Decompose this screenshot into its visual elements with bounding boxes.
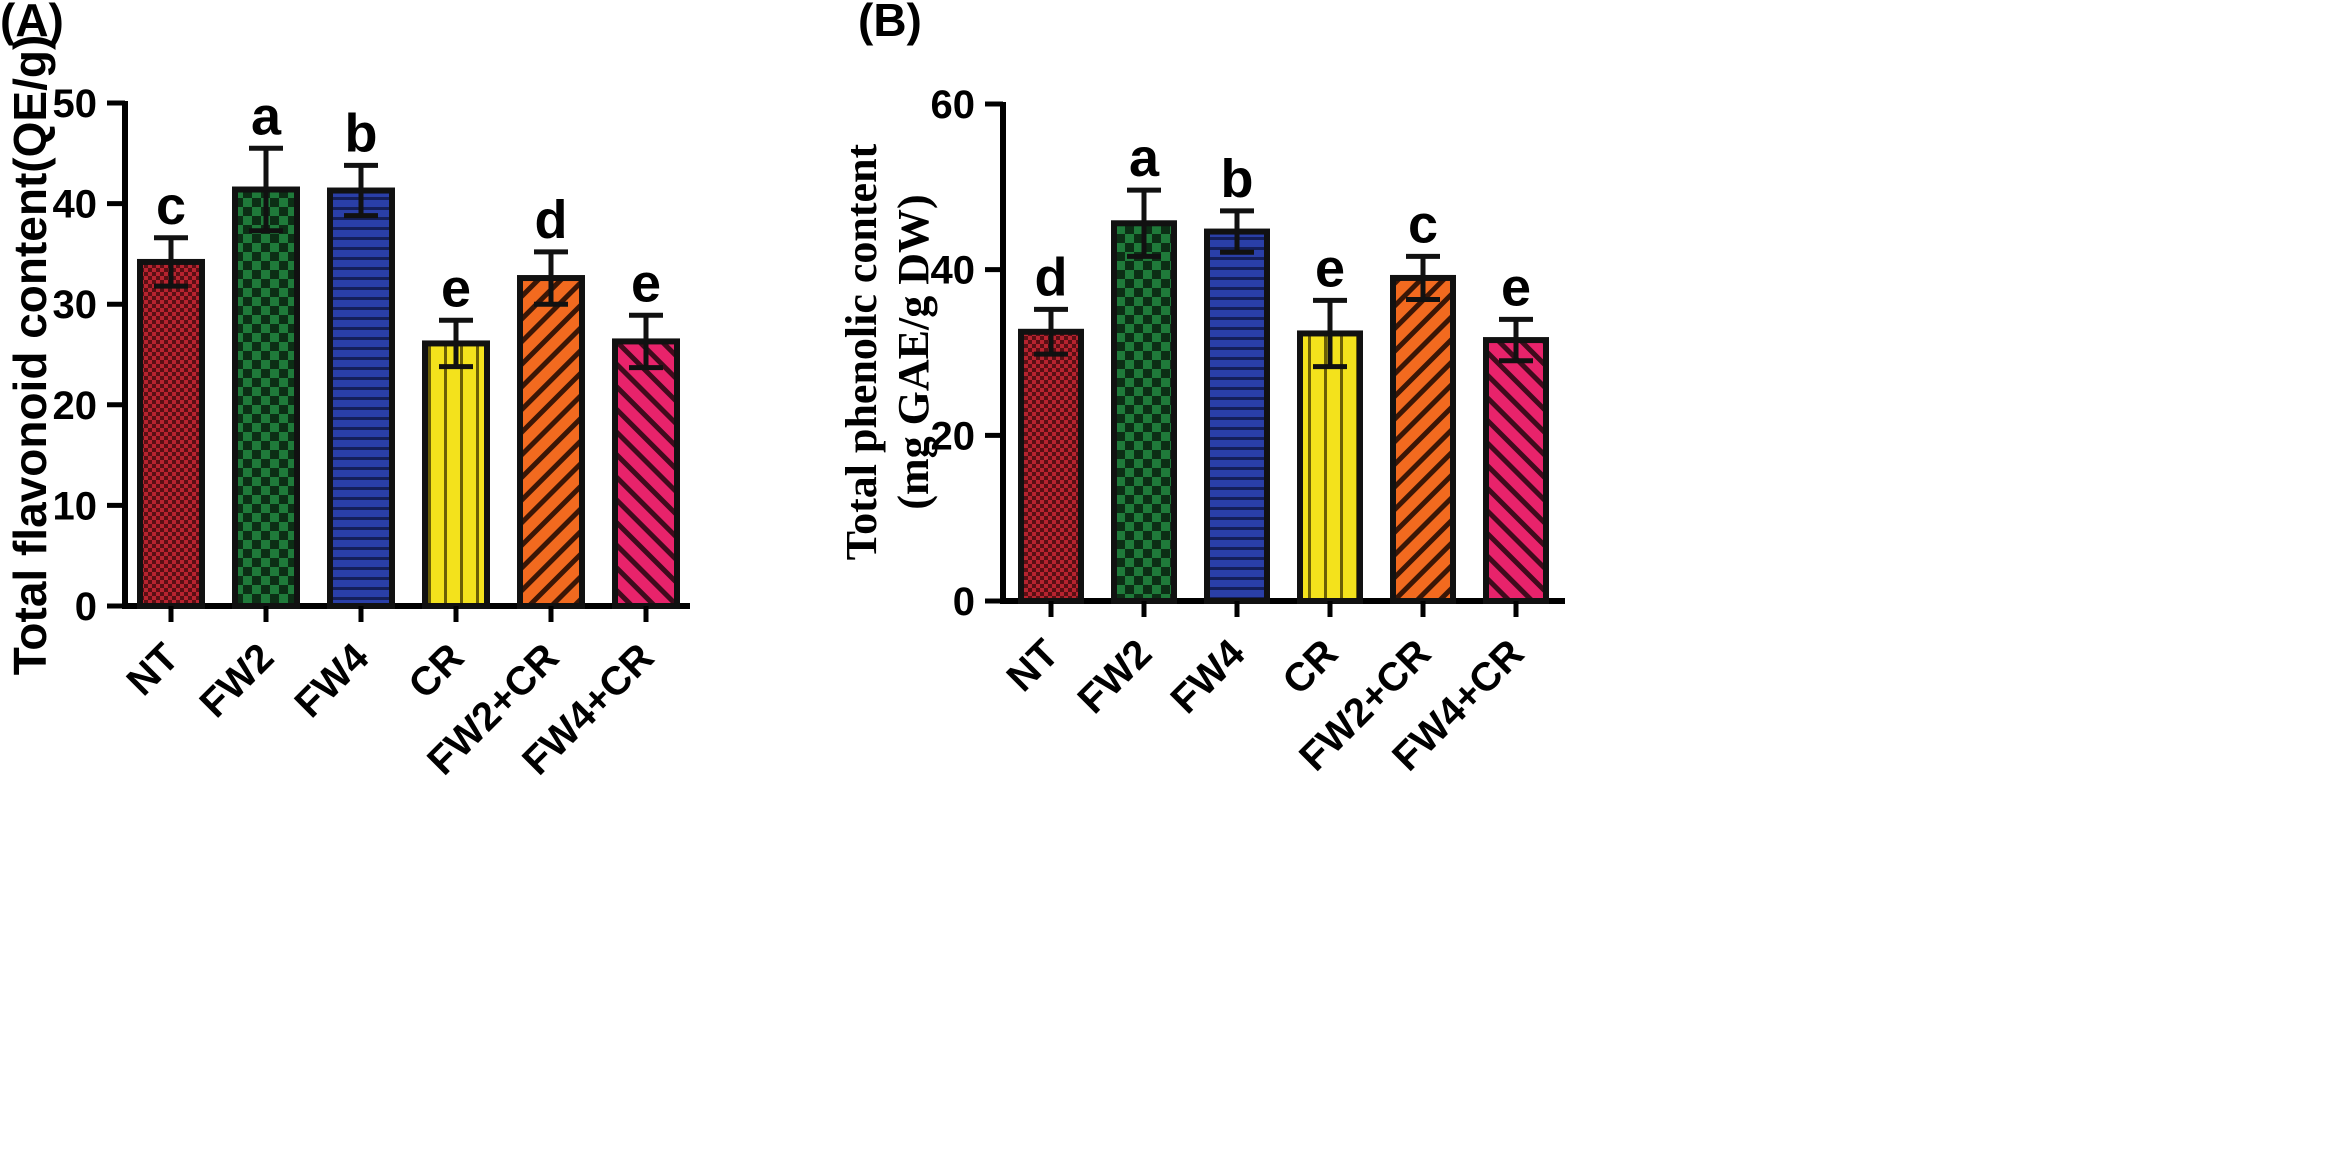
y-tick-label: 40 (53, 183, 98, 227)
significance-letter: e (1501, 257, 1531, 317)
bar-nt (137, 258, 205, 609)
y-tick-label: 40 (931, 249, 976, 293)
significance-letter: a (251, 86, 282, 146)
x-tick-label: NT (119, 635, 188, 704)
y-tick-label: 0 (75, 585, 97, 629)
y-tick-label: 60 (931, 83, 976, 127)
bar-cr (1297, 330, 1363, 604)
bar-fw4-plus-cr (612, 338, 680, 609)
y-tick-label: 50 (53, 82, 98, 126)
bar-fw2-plus-cr (1390, 274, 1456, 604)
significance-letter: c (156, 176, 186, 236)
significance-letter: d (1035, 247, 1068, 307)
significance-letter: c (1408, 194, 1438, 254)
significance-letter: e (631, 253, 661, 313)
bar-fw2 (1111, 220, 1177, 604)
significance-letter: e (1315, 238, 1345, 298)
significance-letter: b (345, 103, 378, 163)
significance-letter: b (1221, 149, 1254, 209)
bar-fw2 (232, 186, 300, 610)
y-tick-label: 10 (53, 484, 98, 528)
x-tick-label: FW2 (1070, 631, 1161, 722)
x-tick-label: FW2 (192, 635, 283, 726)
x-tick-label: CR (400, 635, 472, 707)
y-tick-label: 30 (53, 283, 98, 327)
panel-label-b: (B) (858, 0, 922, 46)
y-axis-title-b-line2: (mg GAE/g DW) (889, 194, 938, 509)
y-tick-label: 20 (53, 384, 98, 428)
bar-fw4-plus-cr (1483, 337, 1549, 604)
x-tick-label: NT (999, 631, 1068, 700)
bar-fw2-plus-cr (517, 275, 585, 609)
x-tick-label: CR (1274, 631, 1346, 703)
bar-nt (1018, 328, 1084, 604)
y-tick-label: 0 (953, 580, 975, 624)
significance-letter: d (535, 190, 568, 250)
y-axis-title-a: Total flavonoid content(QE/g) (4, 35, 56, 676)
bar-fw4 (327, 187, 395, 609)
bar-cr (422, 340, 490, 609)
significance-letter: e (441, 258, 471, 318)
x-tick-label: FW4 (1163, 631, 1254, 722)
bar-fw4 (1204, 228, 1270, 605)
panel-label-a: (A) (0, 0, 64, 46)
significance-letter: a (1129, 128, 1160, 188)
y-tick-label: 20 (931, 414, 976, 458)
y-axis-title-b-line1: Total phenolic content (837, 143, 886, 560)
x-tick-label: FW4 (287, 635, 378, 726)
